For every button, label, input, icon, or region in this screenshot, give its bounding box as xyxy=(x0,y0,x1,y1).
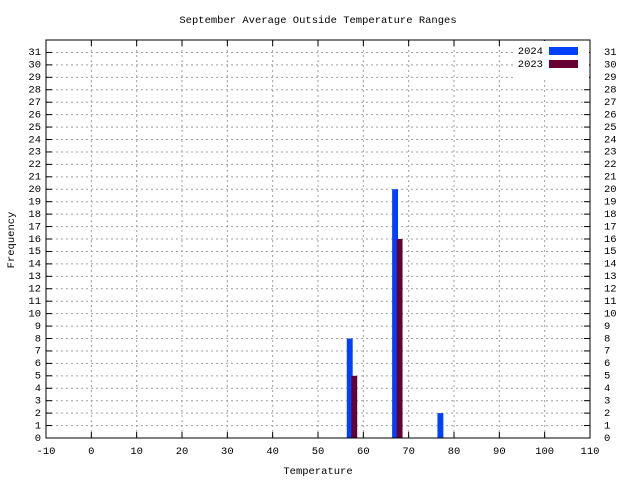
y2-tick-label: 15 xyxy=(604,246,617,258)
y-tick-label: 20 xyxy=(28,184,41,196)
y-tick-label: 12 xyxy=(28,284,41,296)
y2-tick-label: 27 xyxy=(604,97,617,109)
y2-tick-label: 19 xyxy=(604,196,617,208)
y2-tick-label: 13 xyxy=(604,271,617,283)
x-tick-label: 70 xyxy=(402,446,415,458)
legend-label: 2023 xyxy=(518,59,543,71)
y2-tick-label: 8 xyxy=(604,333,610,345)
y2-tick-label: 9 xyxy=(604,321,610,333)
y-tick-label: 29 xyxy=(28,72,41,84)
y-tick-label: 18 xyxy=(28,209,41,221)
bar xyxy=(346,338,353,438)
y-tick-label: 21 xyxy=(28,172,41,184)
y-tick-label: 2 xyxy=(35,408,41,420)
y2-tick-label: 30 xyxy=(604,60,617,72)
y2-tick-label: 25 xyxy=(604,122,617,134)
y-tick-label: 31 xyxy=(28,47,41,59)
y2-tick-label: 16 xyxy=(604,234,617,246)
legend-swatch xyxy=(549,60,578,68)
y-tick-label: 25 xyxy=(28,122,41,134)
y-axis-label: Frequency xyxy=(6,212,18,269)
y2-tick-label: 4 xyxy=(604,383,610,395)
x-tick-label: 110 xyxy=(581,446,600,458)
bar xyxy=(351,375,358,438)
x-tick-label: 60 xyxy=(357,446,370,458)
y2-tick-label: 22 xyxy=(604,159,617,171)
y2-tick-label: 23 xyxy=(604,147,617,159)
x-tick-label: 90 xyxy=(493,446,506,458)
y2-tick-label: 5 xyxy=(604,371,610,383)
legend-label: 2024 xyxy=(518,46,543,58)
y2-tick-label: 10 xyxy=(604,308,617,320)
y-tick-label: 17 xyxy=(28,221,41,233)
y2-tick-label: 18 xyxy=(604,209,617,221)
y-tick-label: 27 xyxy=(28,97,41,109)
x-tick-label: 0 xyxy=(88,446,94,458)
y2-tick-label: 29 xyxy=(604,72,617,84)
x-tick-label: 10 xyxy=(130,446,143,458)
y-tick-label: 5 xyxy=(35,371,41,383)
y-tick-label: 1 xyxy=(35,420,41,432)
y2-tick-label: 3 xyxy=(604,395,610,407)
y-tick-label: 24 xyxy=(28,134,41,146)
y2-tick-label: 7 xyxy=(604,346,610,358)
y2-tick-label: 2 xyxy=(604,408,610,420)
y-tick-label: 16 xyxy=(28,234,41,246)
bar xyxy=(437,413,444,438)
x-tick-label: 50 xyxy=(312,446,325,458)
y2-tick-label: 11 xyxy=(604,296,617,308)
y2-tick-label: 17 xyxy=(604,221,617,233)
y-tick-label: 30 xyxy=(28,60,41,72)
x-axis-label: Temperature xyxy=(283,466,352,478)
y-tick-label: 4 xyxy=(35,383,41,395)
chart-title: September Average Outside Temperature Ra… xyxy=(179,15,456,27)
y2-tick-label: 20 xyxy=(604,184,617,196)
x-tick-label: 80 xyxy=(448,446,461,458)
y-tick-label: 10 xyxy=(28,308,41,320)
y2-tick-label: 0 xyxy=(604,433,610,445)
y-tick-label: 23 xyxy=(28,147,41,159)
x-tick-label: -10 xyxy=(37,446,56,458)
legend-swatch xyxy=(549,47,578,55)
x-tick-label: 30 xyxy=(221,446,234,458)
x-tick-label: 100 xyxy=(535,446,554,458)
y-tick-label: 6 xyxy=(35,358,41,370)
y-tick-label: 15 xyxy=(28,246,41,258)
y2-tick-label: 1 xyxy=(604,420,610,432)
bar xyxy=(396,239,403,438)
plot-border xyxy=(45,39,591,439)
y-tick-label: 3 xyxy=(35,395,41,407)
y-tick-label: 11 xyxy=(28,296,41,308)
y-tick-label: 7 xyxy=(35,346,41,358)
y2-tick-label: 31 xyxy=(604,47,617,59)
y-tick-label: 22 xyxy=(28,159,41,171)
bar xyxy=(392,189,399,438)
y2-tick-label: 12 xyxy=(604,284,617,296)
y2-tick-label: 28 xyxy=(604,85,617,97)
x-tick-label: 40 xyxy=(266,446,279,458)
y-tick-label: 13 xyxy=(28,271,41,283)
y2-tick-label: 14 xyxy=(604,259,617,271)
y2-tick-label: 6 xyxy=(604,358,610,370)
y2-tick-label: 21 xyxy=(604,172,617,184)
y-tick-label: 28 xyxy=(28,85,41,97)
y2-tick-label: 26 xyxy=(604,109,617,121)
y-tick-label: 14 xyxy=(28,259,41,271)
x-tick-label: 20 xyxy=(176,446,189,458)
y2-tick-label: 24 xyxy=(604,134,617,146)
y-tick-label: 19 xyxy=(28,196,41,208)
y-tick-label: 9 xyxy=(35,321,41,333)
y-tick-label: 8 xyxy=(35,333,41,345)
y-tick-label: 26 xyxy=(28,109,41,121)
y-tick-label: 0 xyxy=(35,433,41,445)
